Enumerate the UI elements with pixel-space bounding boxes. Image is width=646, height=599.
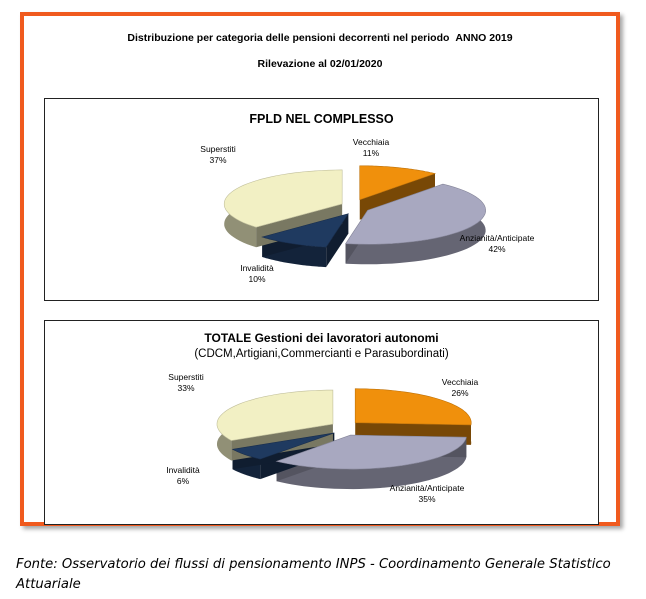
chart-subtitle: (CDCM,Artigiani,Commercianti e Parasubor… bbox=[194, 348, 449, 360]
chart-panel-autonomi: TOTALE Gestioni dei lavoratori autonomi … bbox=[44, 320, 599, 525]
pie-slice-anzianita bbox=[275, 434, 467, 470]
slice-label-superstiti: Superstiti 37% bbox=[200, 144, 236, 165]
slice-label-vecchiaia: Vecchiaia 11% bbox=[352, 137, 390, 158]
figure-year: ANNO 2019 bbox=[455, 32, 513, 44]
slice-label-vecchiaia: Vecchiaia 26% bbox=[441, 377, 479, 398]
slice-label-invalidita: Invalidità 10% bbox=[240, 263, 274, 284]
slice-label-anzianita: Anzianità/Anticipate 42% bbox=[459, 233, 535, 254]
pie-chart-autonomi bbox=[216, 388, 472, 490]
pie-slice-anzianita bbox=[345, 183, 486, 245]
pie-chart-fpld bbox=[223, 165, 486, 268]
pie-slice-invalidita bbox=[261, 213, 349, 248]
pie-slice-vecchiaia bbox=[354, 388, 472, 426]
pie-slice-superstiti bbox=[223, 169, 343, 228]
slice-label-anzianita: Anzianità/Anticipate 35% bbox=[389, 483, 465, 504]
chart-title: TOTALE Gestioni dei lavoratori autonomi bbox=[204, 331, 439, 345]
figure-frame: Distribuzione per categoria delle pensio… bbox=[20, 12, 620, 526]
figure-title: Distribuzione per categoria delle pensio… bbox=[127, 32, 513, 44]
chart-title: FPLD NEL COMPLESSO bbox=[249, 112, 394, 126]
source-note: Fonte: Osservatorio dei flussi di pensio… bbox=[16, 557, 611, 592]
figure-subtitle: Rilevazione al 02/01/2020 bbox=[257, 58, 383, 70]
pie-slice-invalidita bbox=[231, 432, 335, 460]
slice-label-invalidita: Invalidità 6% bbox=[166, 465, 200, 486]
pie-slice-vecchiaia bbox=[359, 165, 437, 201]
chart-panel-fpld: FPLD NEL COMPLESSO Vecchiaia 11% Anzianit… bbox=[44, 98, 599, 301]
pie-slice-superstiti bbox=[216, 389, 334, 441]
slice-label-superstiti: Superstiti 33% bbox=[168, 372, 204, 393]
